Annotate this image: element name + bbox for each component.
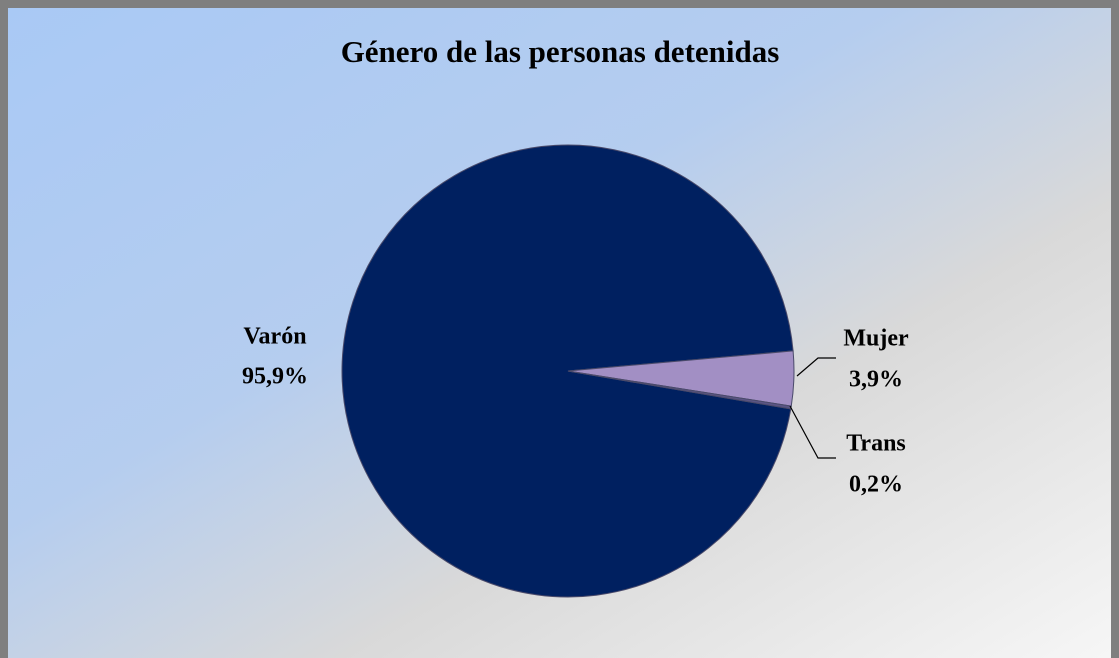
- chart-title: Género de las personas detenidas: [341, 34, 780, 69]
- slice-value-label: 95,9%: [242, 364, 308, 390]
- pie-slice: [341, 144, 794, 598]
- slice-label: Trans: [846, 431, 906, 457]
- slice-label: Mujer: [843, 326, 909, 352]
- slice-label: Varón: [243, 324, 306, 350]
- leader-line: [789, 405, 836, 459]
- slice-value-label: 0,2%: [849, 472, 903, 498]
- slice-value-label: 3,9%: [849, 367, 903, 393]
- leader-line: [796, 357, 836, 377]
